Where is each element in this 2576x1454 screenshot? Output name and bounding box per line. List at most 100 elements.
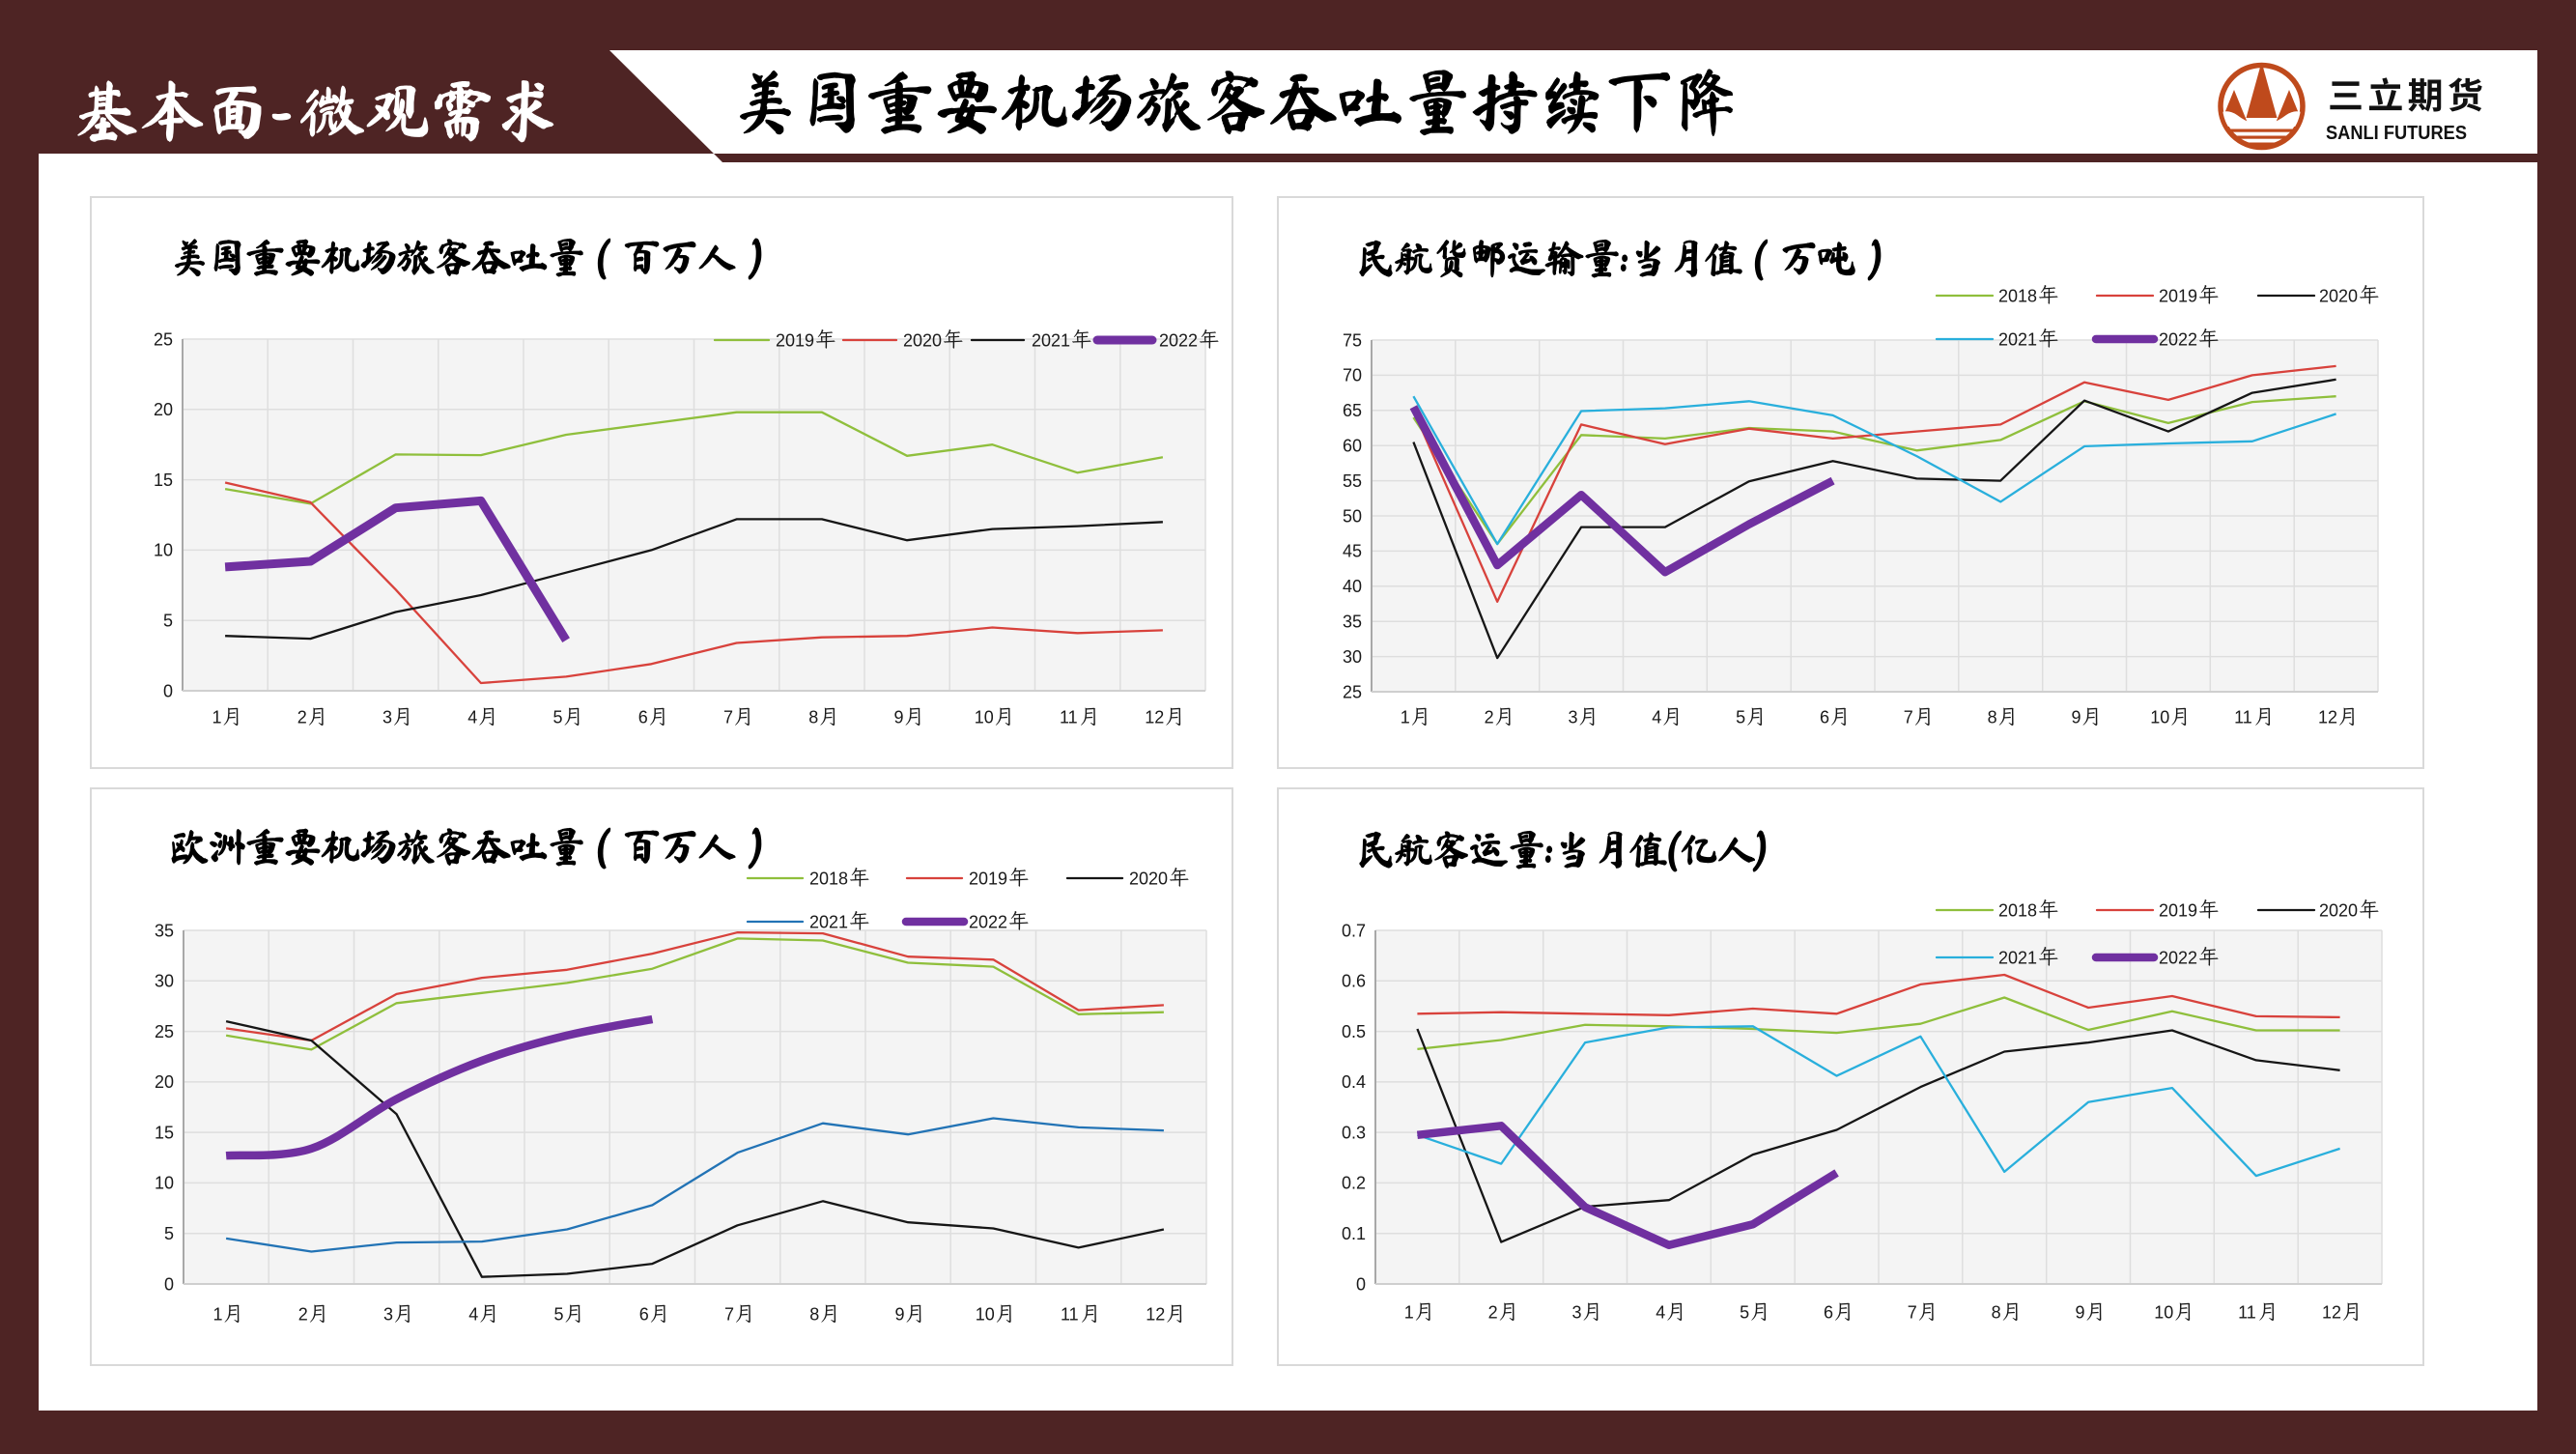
svg-text:4: 4 [468, 1305, 478, 1325]
svg-text:8: 8 [808, 708, 818, 727]
svg-text:2018: 2018 [1998, 900, 2037, 920]
svg-text:5: 5 [1740, 1303, 1749, 1323]
svg-text:0.3: 0.3 [1342, 1123, 1366, 1142]
svg-text:40: 40 [1343, 577, 1362, 596]
svg-text:2: 2 [298, 1305, 308, 1325]
svg-text:11: 11 [1061, 1305, 1079, 1325]
svg-text:2020: 2020 [2319, 286, 2358, 305]
svg-text:2019: 2019 [969, 869, 1007, 888]
svg-text:30: 30 [1343, 647, 1362, 667]
svg-text:65: 65 [1343, 401, 1362, 420]
svg-text:0: 0 [163, 681, 173, 700]
svg-text:9: 9 [2076, 1303, 2085, 1323]
svg-text:2021: 2021 [1998, 948, 2037, 967]
svg-text:3: 3 [383, 1305, 393, 1325]
svg-text:3: 3 [382, 708, 392, 727]
svg-text:6: 6 [1824, 1303, 1833, 1323]
svg-text:10: 10 [155, 1174, 174, 1193]
svg-text:70: 70 [1343, 366, 1362, 385]
svg-text:10: 10 [2150, 708, 2169, 727]
svg-text:0.1: 0.1 [1342, 1224, 1366, 1243]
svg-text:1: 1 [1404, 1303, 1414, 1323]
svg-text:7: 7 [1908, 1303, 1917, 1323]
svg-text:2020: 2020 [2319, 900, 2358, 920]
svg-text:2: 2 [297, 708, 307, 727]
svg-text:0.7: 0.7 [1342, 921, 1366, 940]
svg-text:2020: 2020 [1129, 869, 1168, 888]
svg-text:6: 6 [1820, 708, 1829, 727]
svg-text:9: 9 [894, 708, 904, 727]
svg-text:12: 12 [1145, 708, 1164, 727]
svg-text:2: 2 [1485, 708, 1494, 727]
svg-text:9: 9 [2072, 708, 2081, 727]
svg-text:2022: 2022 [1159, 330, 1198, 350]
svg-text:1: 1 [213, 1305, 223, 1325]
svg-text:20: 20 [155, 1072, 174, 1092]
svg-text:0.6: 0.6 [1342, 972, 1366, 991]
svg-text:10: 10 [2154, 1303, 2173, 1323]
svg-text:30: 30 [155, 972, 174, 991]
svg-text:0.5: 0.5 [1342, 1022, 1366, 1041]
svg-text:4: 4 [467, 708, 477, 727]
svg-text:4: 4 [1656, 1303, 1665, 1323]
svg-text:5: 5 [554, 1305, 564, 1325]
svg-text:7: 7 [724, 1305, 734, 1325]
svg-text:7: 7 [723, 708, 733, 727]
svg-text:0.4: 0.4 [1342, 1072, 1366, 1092]
svg-text:9: 9 [895, 1305, 905, 1325]
svg-text:15: 15 [154, 470, 173, 490]
svg-text:11: 11 [1060, 708, 1078, 727]
svg-text:25: 25 [155, 1022, 174, 1041]
svg-text:8: 8 [1988, 708, 1997, 727]
svg-text:2: 2 [1488, 1303, 1498, 1323]
svg-text:6: 6 [638, 708, 648, 727]
svg-text:5: 5 [1736, 708, 1745, 727]
svg-text:5: 5 [164, 1224, 174, 1243]
svg-text:2022: 2022 [969, 912, 1007, 931]
svg-text:2018: 2018 [809, 869, 848, 888]
svg-text:25: 25 [1343, 682, 1362, 701]
svg-text:0: 0 [1356, 1274, 1366, 1294]
svg-text:2019: 2019 [2159, 286, 2197, 305]
svg-text:11: 11 [2234, 708, 2252, 727]
svg-text:12: 12 [2322, 1303, 2341, 1323]
svg-text:55: 55 [1343, 471, 1362, 491]
svg-text:60: 60 [1343, 437, 1362, 456]
svg-text:2021: 2021 [1032, 330, 1070, 350]
svg-text:45: 45 [1343, 542, 1362, 561]
svg-text:5: 5 [553, 708, 563, 727]
svg-text:35: 35 [1343, 613, 1362, 632]
svg-text:15: 15 [155, 1123, 174, 1142]
svg-text:50: 50 [1343, 506, 1362, 526]
svg-text:6: 6 [639, 1305, 649, 1325]
svg-text:10: 10 [154, 541, 173, 560]
svg-text:2019: 2019 [776, 330, 814, 350]
svg-text:20: 20 [154, 400, 173, 419]
svg-text:2020: 2020 [903, 330, 942, 350]
svg-text:5: 5 [163, 612, 173, 631]
svg-text:10: 10 [976, 1305, 995, 1325]
svg-text:0: 0 [164, 1274, 174, 1294]
svg-text:2018: 2018 [1998, 286, 2037, 305]
svg-text:4: 4 [1652, 708, 1661, 727]
svg-text:12: 12 [2318, 708, 2337, 727]
svg-text:8: 8 [809, 1305, 819, 1325]
svg-text:0.2: 0.2 [1342, 1174, 1366, 1193]
svg-text:25: 25 [154, 329, 173, 349]
svg-text:3: 3 [1569, 708, 1578, 727]
svg-text:75: 75 [1343, 330, 1362, 350]
svg-text:12: 12 [1146, 1305, 1165, 1325]
svg-text:SANLI FUTURES: SANLI FUTURES [2326, 122, 2467, 144]
svg-text:3: 3 [1572, 1303, 1582, 1323]
svg-text:2022: 2022 [2159, 948, 2197, 967]
svg-text:2022: 2022 [2159, 329, 2197, 349]
svg-text:8: 8 [1992, 1303, 2001, 1323]
svg-text:35: 35 [155, 921, 174, 940]
svg-text:2021: 2021 [1998, 329, 2037, 349]
svg-text:7: 7 [1904, 708, 1913, 727]
svg-text:1: 1 [212, 708, 222, 727]
svg-text:2021: 2021 [809, 912, 848, 931]
svg-text:10: 10 [975, 708, 994, 727]
svg-text:2019: 2019 [2159, 900, 2197, 920]
svg-text:1: 1 [1401, 708, 1410, 727]
